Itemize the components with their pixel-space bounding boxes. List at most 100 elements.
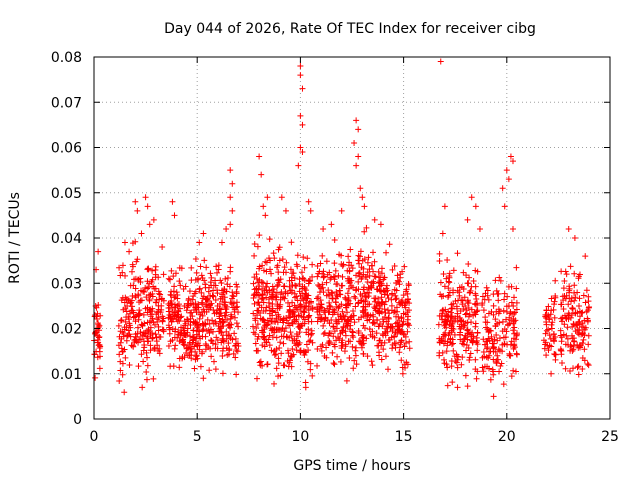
data-point <box>476 225 483 232</box>
data-point <box>565 225 572 232</box>
data-point <box>513 351 520 358</box>
data-point <box>563 271 570 278</box>
data-point <box>218 239 225 246</box>
data-point <box>169 198 176 205</box>
data-point <box>284 290 291 297</box>
data-point <box>295 341 302 348</box>
x-axis-title: GPS time / hours <box>293 458 410 474</box>
data-point <box>200 375 207 382</box>
data-point <box>479 364 486 371</box>
data-point <box>254 243 261 250</box>
data-point <box>444 342 451 349</box>
data-point <box>223 225 230 232</box>
data-point <box>118 335 125 342</box>
data-point <box>94 320 101 327</box>
data-point <box>391 263 398 270</box>
data-point <box>262 212 269 219</box>
data-point <box>202 281 209 288</box>
data-point <box>585 341 592 348</box>
data-point <box>156 350 163 357</box>
data-point <box>219 370 226 377</box>
data-point <box>116 351 123 358</box>
data-point <box>575 363 582 370</box>
data-point <box>455 353 462 360</box>
data-point <box>467 289 474 296</box>
data-point <box>304 358 311 365</box>
data-point <box>129 261 136 268</box>
data-point <box>299 121 306 128</box>
data-point <box>465 344 472 351</box>
data-point <box>168 267 175 274</box>
data-point <box>348 282 355 289</box>
data-point <box>297 144 304 151</box>
data-point <box>305 326 312 333</box>
data-point <box>305 303 312 310</box>
data-point <box>216 300 223 307</box>
data-point <box>301 283 308 290</box>
data-point <box>472 267 479 274</box>
data-point <box>503 316 510 323</box>
data-point <box>333 337 340 344</box>
data-point <box>277 301 284 308</box>
data-point <box>319 252 326 259</box>
data-point <box>445 285 452 292</box>
data-point <box>360 265 367 272</box>
data-point <box>285 363 292 370</box>
data-point <box>461 294 468 301</box>
data-point <box>456 314 463 321</box>
data-point <box>199 274 206 281</box>
data-point <box>173 289 180 296</box>
data-point <box>256 265 263 272</box>
data-point <box>501 296 508 303</box>
data-point <box>177 282 184 289</box>
data-point <box>223 345 230 352</box>
data-point <box>501 340 508 347</box>
data-point <box>463 272 470 279</box>
data-point <box>196 285 203 292</box>
data-point <box>156 333 163 340</box>
data-point <box>447 317 454 324</box>
data-point <box>581 332 588 339</box>
data-point <box>574 289 581 296</box>
data-point <box>200 306 207 313</box>
data-point <box>495 297 502 304</box>
data-point <box>548 370 555 377</box>
data-point <box>458 361 465 368</box>
data-point <box>331 343 338 350</box>
data-point <box>300 349 307 356</box>
data-point <box>314 273 321 280</box>
data-point <box>440 292 447 299</box>
data-point <box>451 331 458 338</box>
data-point <box>355 327 362 334</box>
data-point <box>252 331 259 338</box>
data-point <box>438 313 445 320</box>
data-point <box>309 304 316 311</box>
data-point <box>251 240 258 247</box>
data-point <box>579 355 586 362</box>
data-point <box>188 348 195 355</box>
data-point <box>181 354 188 361</box>
data-point <box>286 277 293 284</box>
data-point <box>132 292 139 299</box>
data-point <box>559 293 566 300</box>
data-point <box>135 291 142 298</box>
data-point <box>253 325 260 332</box>
data-point <box>210 293 217 300</box>
data-point <box>264 280 271 287</box>
data-point <box>175 308 182 315</box>
data-point <box>232 354 239 361</box>
data-point <box>329 349 336 356</box>
data-point <box>123 308 130 315</box>
data-point <box>266 342 273 349</box>
data-point <box>464 383 471 390</box>
data-point <box>372 307 379 314</box>
x-tick-label: 25 <box>601 429 619 445</box>
data-point <box>274 283 281 290</box>
data-point <box>178 313 185 320</box>
data-point <box>338 327 345 334</box>
data-point <box>297 63 304 70</box>
data-point <box>214 345 221 352</box>
data-point <box>117 317 124 324</box>
data-point <box>144 203 151 210</box>
data-point <box>234 283 241 290</box>
